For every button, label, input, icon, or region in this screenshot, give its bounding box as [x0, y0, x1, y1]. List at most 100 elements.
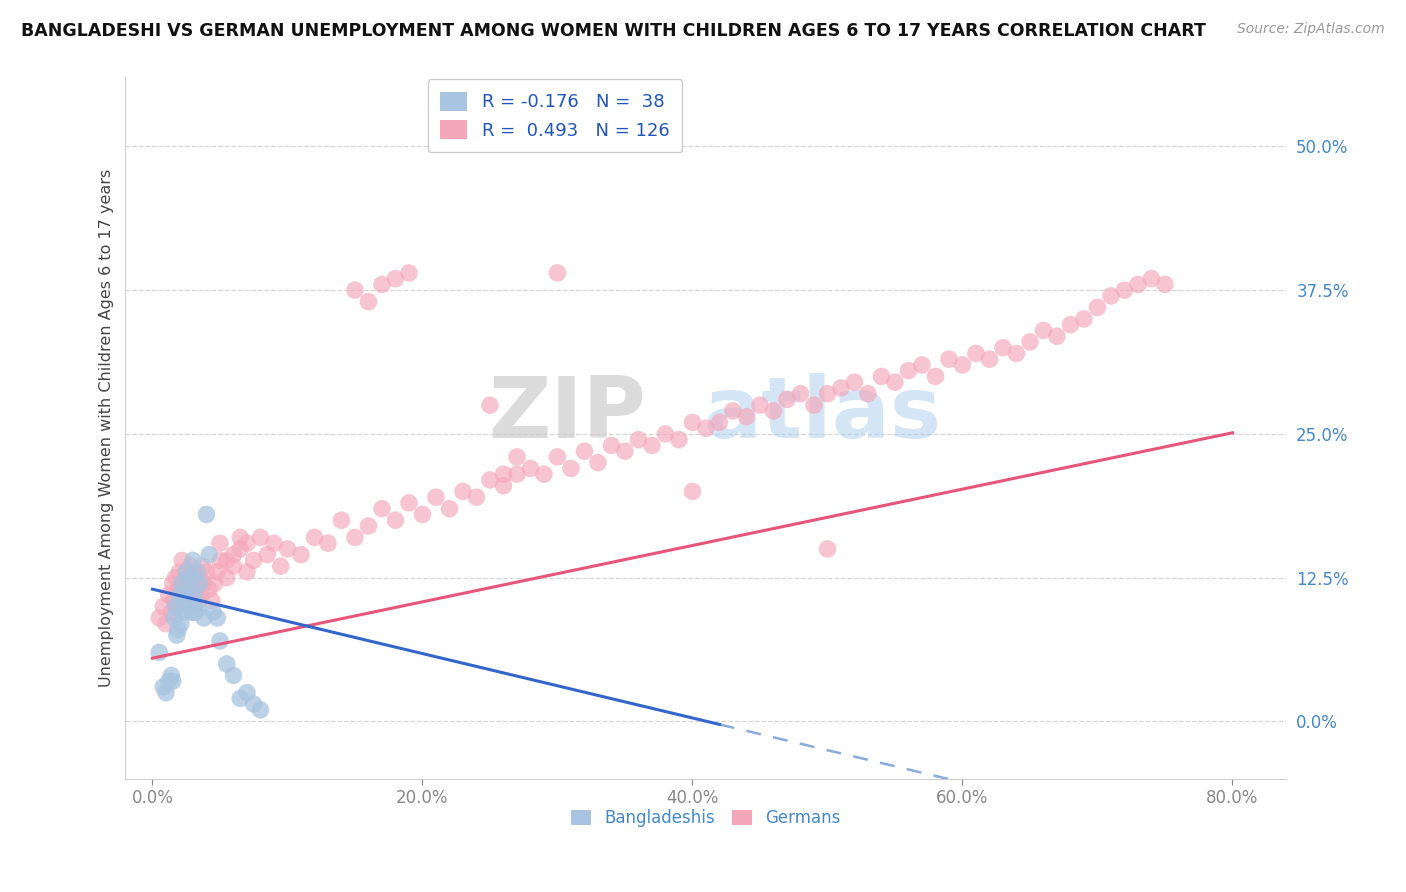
Point — [202, 605, 225, 619]
Point — [830, 381, 852, 395]
Point — [411, 508, 433, 522]
Y-axis label: Unemployment Among Women with Children Ages 6 to 17 years: Unemployment Among Women with Children A… — [100, 169, 114, 688]
Point — [236, 536, 259, 550]
Point — [721, 404, 744, 418]
Point — [614, 444, 637, 458]
Point — [856, 386, 879, 401]
Point — [506, 467, 529, 482]
Point — [193, 611, 215, 625]
Point — [762, 404, 785, 418]
Point — [169, 565, 191, 579]
Point — [682, 484, 704, 499]
Point — [709, 416, 731, 430]
Point — [198, 548, 221, 562]
Point — [229, 530, 252, 544]
Point — [695, 421, 717, 435]
Point — [215, 571, 238, 585]
Point — [188, 571, 211, 585]
Point — [195, 565, 218, 579]
Point — [184, 605, 207, 619]
Point — [157, 674, 180, 689]
Point — [398, 266, 420, 280]
Point — [229, 541, 252, 556]
Point — [174, 565, 197, 579]
Point — [492, 478, 515, 492]
Point — [187, 593, 209, 607]
Point — [546, 450, 568, 464]
Point — [201, 593, 224, 607]
Point — [952, 358, 974, 372]
Point — [173, 593, 195, 607]
Point — [911, 358, 934, 372]
Point — [924, 369, 946, 384]
Point — [1087, 301, 1109, 315]
Point — [195, 508, 218, 522]
Point — [343, 530, 366, 544]
Point — [173, 576, 195, 591]
Point — [492, 467, 515, 482]
Point — [897, 364, 920, 378]
Point — [176, 582, 198, 597]
Point — [177, 571, 200, 585]
Point — [188, 576, 211, 591]
Point — [735, 409, 758, 424]
Point — [249, 530, 271, 544]
Point — [276, 541, 298, 556]
Point — [776, 392, 799, 407]
Point — [249, 703, 271, 717]
Point — [162, 674, 184, 689]
Point — [749, 398, 772, 412]
Point — [152, 680, 174, 694]
Point — [174, 565, 197, 579]
Point — [242, 697, 264, 711]
Point — [207, 565, 229, 579]
Point — [222, 548, 245, 562]
Point — [357, 519, 380, 533]
Point — [586, 456, 609, 470]
Point — [465, 490, 488, 504]
Point — [870, 369, 893, 384]
Legend: Bangladeshis, Germans: Bangladeshis, Germans — [565, 803, 848, 834]
Point — [155, 686, 177, 700]
Point — [155, 616, 177, 631]
Point — [789, 386, 811, 401]
Point — [198, 582, 221, 597]
Point — [574, 444, 596, 458]
Point — [263, 536, 285, 550]
Point — [207, 611, 229, 625]
Text: BANGLADESHI VS GERMAN UNEMPLOYMENT AMONG WOMEN WITH CHILDREN AGES 6 TO 17 YEARS : BANGLADESHI VS GERMAN UNEMPLOYMENT AMONG… — [21, 22, 1206, 40]
Point — [165, 599, 187, 614]
Point — [157, 588, 180, 602]
Point — [215, 553, 238, 567]
Point — [204, 576, 226, 591]
Point — [1005, 346, 1028, 360]
Point — [179, 559, 201, 574]
Point — [991, 341, 1014, 355]
Point — [803, 398, 825, 412]
Point — [533, 467, 555, 482]
Point — [290, 548, 312, 562]
Point — [152, 599, 174, 614]
Point — [668, 433, 690, 447]
Point — [979, 352, 1001, 367]
Point — [166, 599, 188, 614]
Point — [169, 588, 191, 602]
Point — [181, 605, 204, 619]
Point — [208, 634, 231, 648]
Point — [148, 611, 170, 625]
Point — [222, 668, 245, 682]
Point — [179, 571, 201, 585]
Point — [519, 461, 541, 475]
Point — [165, 571, 187, 585]
Text: ZIP: ZIP — [488, 373, 645, 456]
Point — [425, 490, 447, 504]
Point — [1073, 312, 1095, 326]
Point — [654, 426, 676, 441]
Point — [172, 576, 194, 591]
Point — [817, 541, 839, 556]
Point — [316, 536, 339, 550]
Point — [229, 691, 252, 706]
Point — [236, 686, 259, 700]
Point — [170, 616, 193, 631]
Point — [160, 605, 183, 619]
